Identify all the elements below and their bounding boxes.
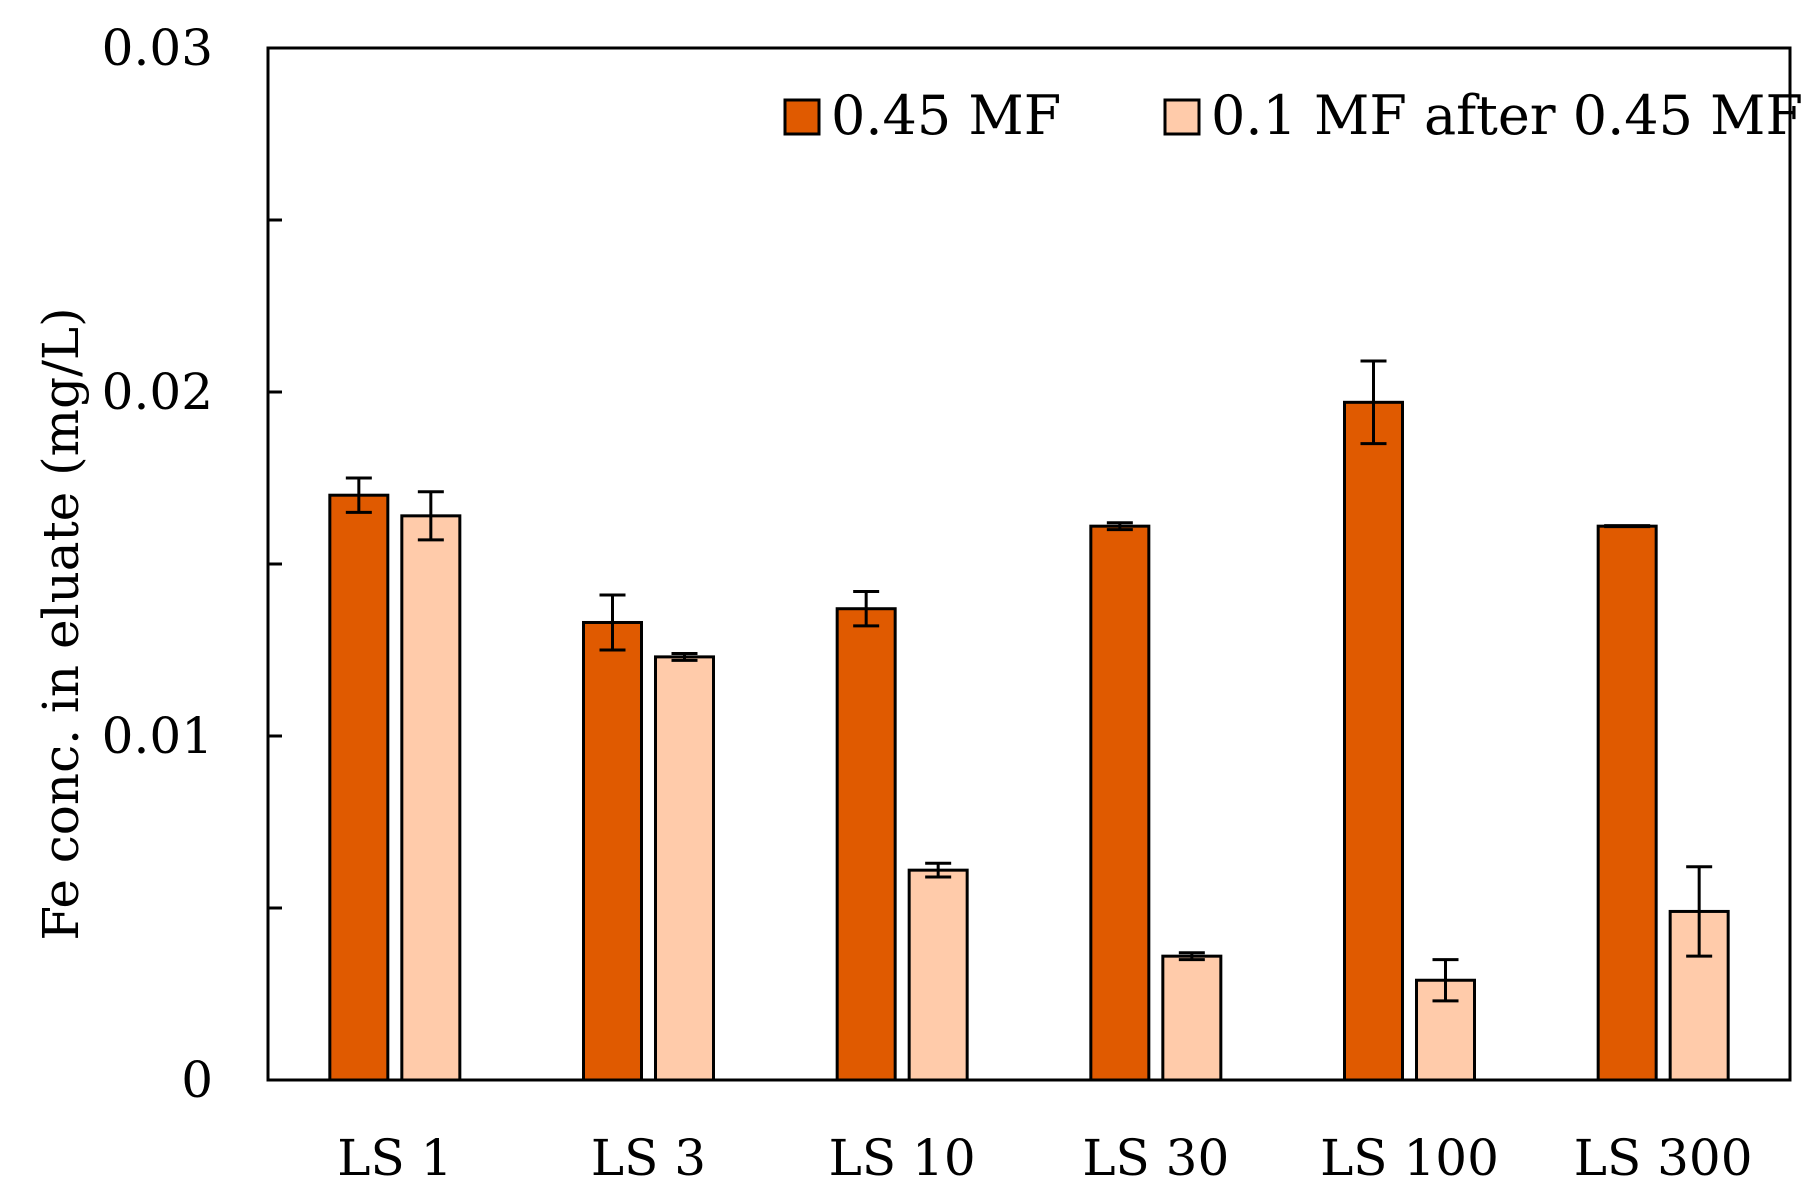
bar-series1-ls10 <box>835 607 897 1082</box>
bar-series2-ls1 <box>400 514 462 1082</box>
legend-swatch <box>783 98 821 136</box>
x-tick-label: LS 300 <box>1574 1129 1753 1187</box>
bar-series1-ls30 <box>1089 524 1151 1082</box>
bar-series1-ls100 <box>1343 400 1404 1082</box>
x-tick-label: LS 3 <box>591 1129 706 1187</box>
y-tick-label: 0.02 <box>102 363 213 421</box>
y-axis-title: Fe conc. in eluate (mg/L) <box>32 307 90 940</box>
bar-series1-ls3 <box>582 620 643 1082</box>
x-tick-label: LS 1 <box>337 1129 452 1187</box>
bar-series2-ls30 <box>1161 954 1223 1082</box>
legend-swatch <box>1163 98 1201 136</box>
bars-layer <box>328 400 1730 1082</box>
plot-frame <box>266 46 1792 1082</box>
y-tick-label: 0 <box>181 1051 213 1109</box>
legend: 0.45 MF 0.1 MF after 0.45 MF <box>783 84 1803 147</box>
bar-series2-ls10 <box>907 868 969 1082</box>
x-tick-label: LS 100 <box>1320 1129 1499 1187</box>
x-tick-label: LS 10 <box>829 1129 976 1187</box>
error-bars-layer <box>345 359 1713 1003</box>
legend-label: 0.45 MF <box>831 84 1061 147</box>
y-tick-label: 0.03 <box>102 19 213 77</box>
y-axis-ticks: 0 0.01 0.02 0.03 <box>102 19 282 1109</box>
x-axis-ticks: LS 1 LS 3 LS 10 LS 30 LS 100 LS 300 <box>337 1129 1752 1187</box>
x-tick-label: LS 30 <box>1082 1129 1229 1187</box>
legend-label: 0.1 MF after 0.45 MF <box>1211 84 1803 147</box>
bar-series1-ls300 <box>1596 524 1658 1082</box>
bar-series2-ls3 <box>654 655 715 1082</box>
bar-series1-ls1 <box>328 493 390 1082</box>
y-tick-label: 0.01 <box>102 707 213 765</box>
